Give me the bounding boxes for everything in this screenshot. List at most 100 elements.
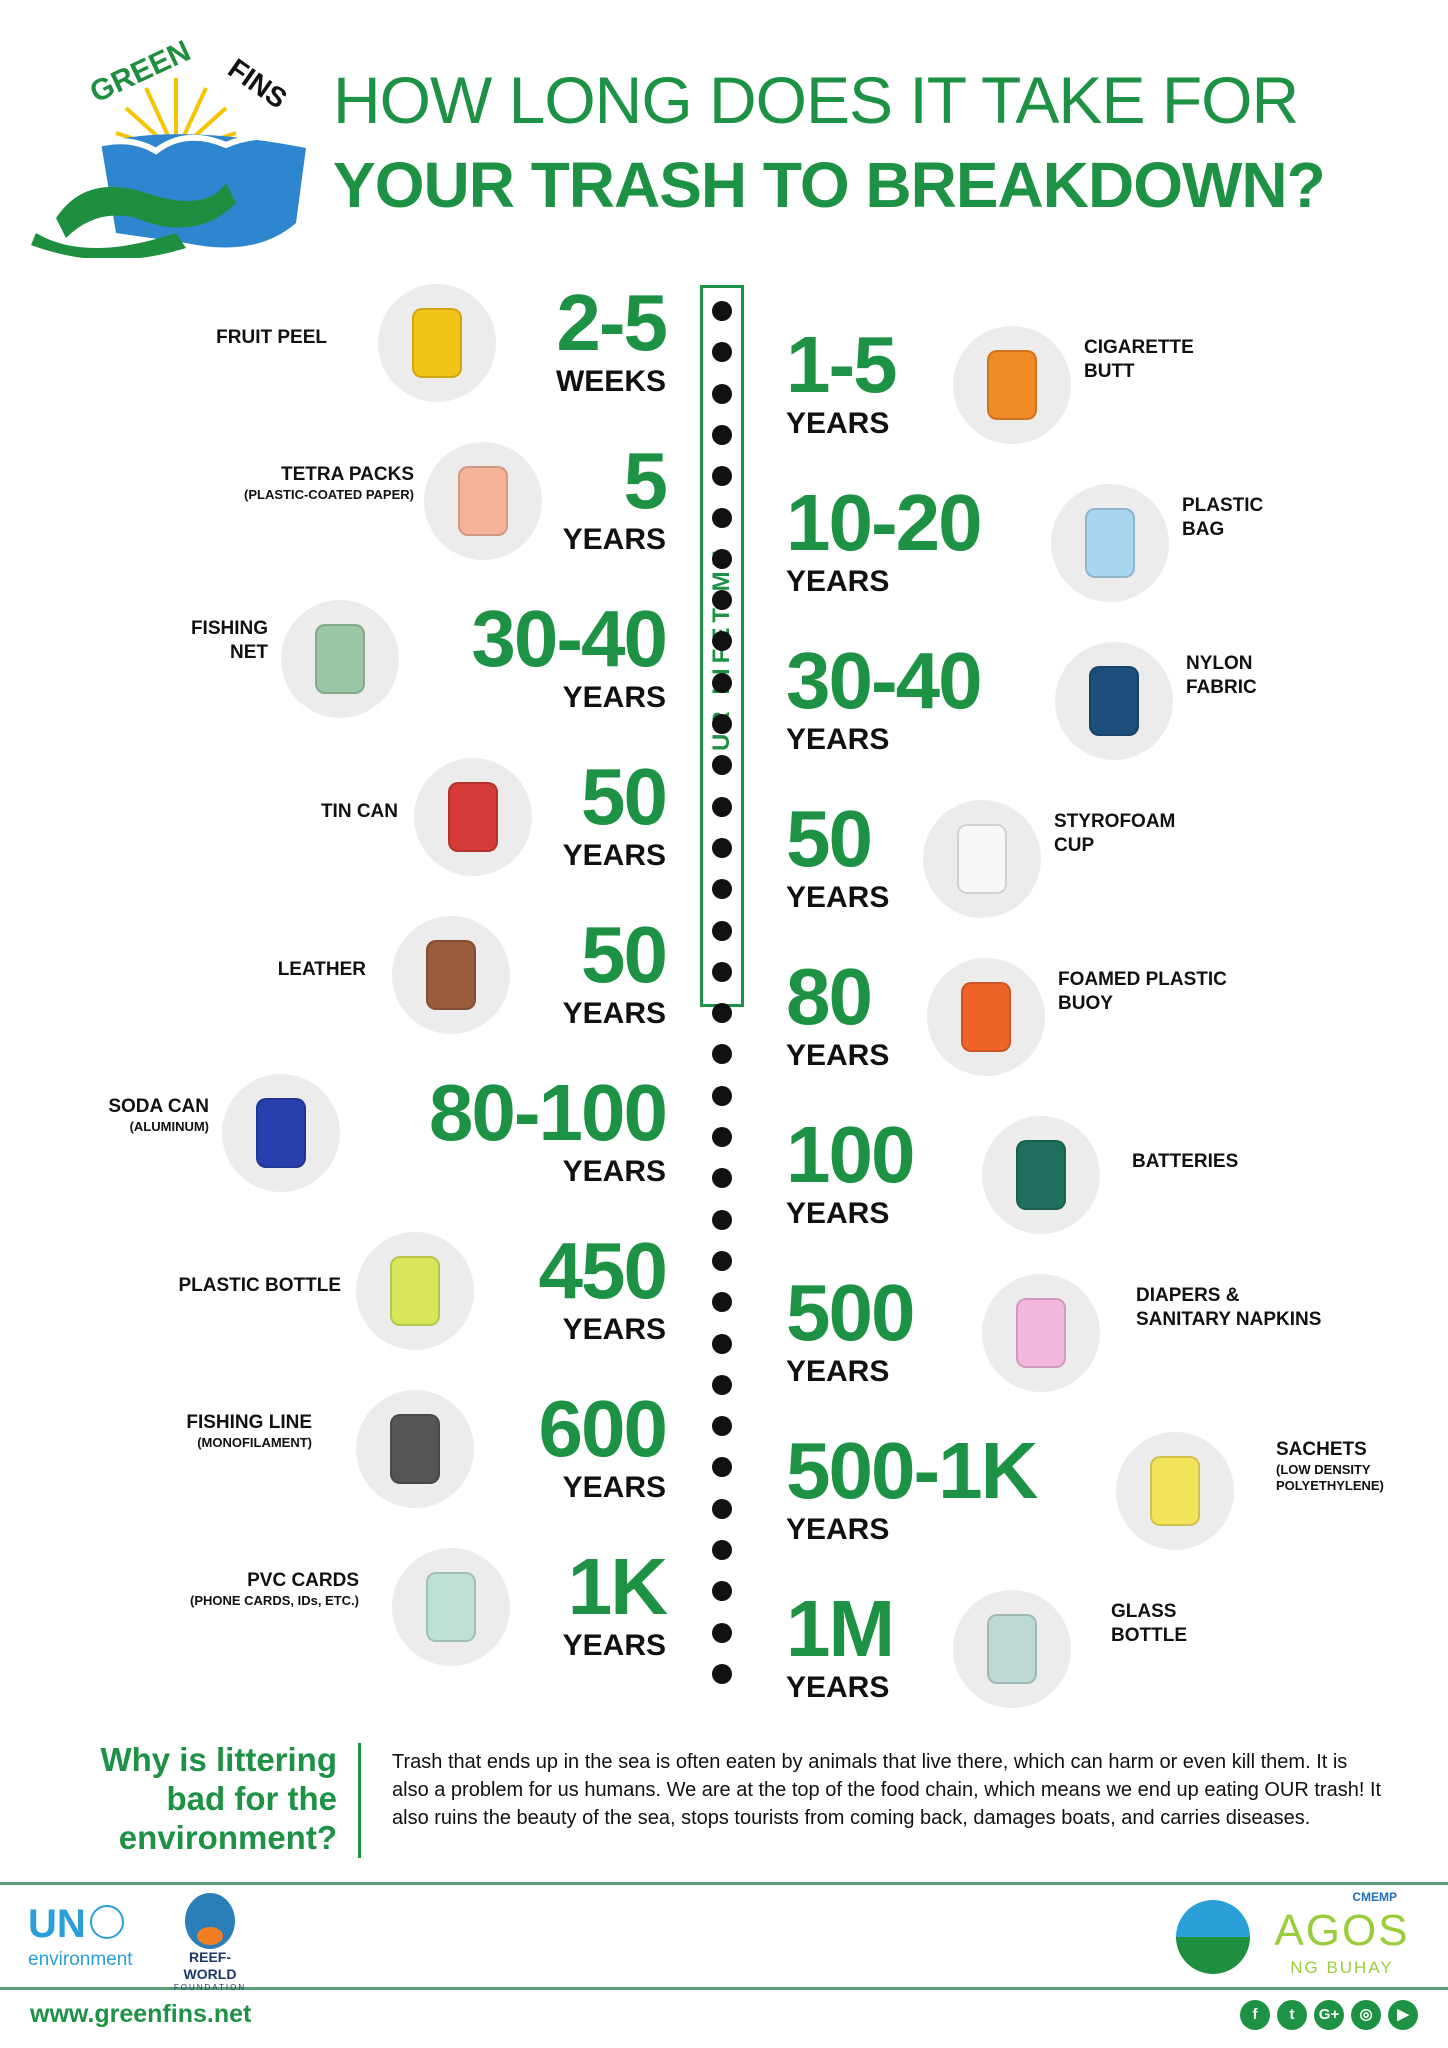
item-name: PLASTIC [1182, 495, 1264, 516]
milk-carton-icon [458, 466, 508, 536]
why-line-3: environment? [118, 1819, 337, 1856]
duration-unit: YEARS [786, 723, 890, 756]
item-note: (MONOFILAMENT) [197, 1435, 312, 1450]
cigarette-butt-icon [987, 350, 1037, 420]
un-environment-logo: UN environment [28, 1900, 133, 1972]
item-note: (ALUMINUM) [129, 1119, 209, 1134]
timeline-dot [712, 548, 732, 569]
timeline-dot [712, 1127, 732, 1147]
item-label: LEATHER [278, 958, 366, 982]
duration-unit: YEARS [562, 1471, 666, 1504]
rule-top [0, 1882, 1448, 1885]
cigarette-butt-circle [953, 326, 1071, 444]
item-name: FOAMED PLASTIC [1058, 969, 1227, 990]
item-name-2: CUP [1054, 835, 1095, 856]
twitter-icon[interactable]: t [1277, 2000, 1307, 2030]
reef-globe-icon [185, 1893, 235, 1949]
reef-world-sub: FOUNDATION [173, 1983, 247, 1992]
duration-unit: YEARS [786, 1671, 890, 1704]
item-name: PLASTIC BOTTLE [178, 1275, 341, 1296]
why-line-2: bad for the [166, 1780, 338, 1817]
duration-value: 1K [567, 1542, 668, 1631]
timeline-dot [712, 1333, 732, 1354]
timeline-dot [712, 507, 732, 528]
item-label: FOAMED PLASTIC BUOY [1058, 968, 1227, 1016]
title-line-2: YOUR TRASH TO BREAKDOWN? [333, 149, 1326, 221]
timeline-dot [712, 796, 732, 817]
fishing-net-circle [281, 600, 399, 718]
item-label: TIN CAN [321, 800, 398, 824]
item-note: (PLASTIC-COATED PAPER) [244, 487, 414, 502]
duration-value: 1M [786, 1584, 895, 1673]
plastic-bottle-circle [356, 1232, 474, 1350]
youtube-icon[interactable]: ▶ [1388, 2000, 1418, 2030]
item-name: GLASS [1111, 1601, 1177, 1622]
un-sub: environment [28, 1949, 133, 1970]
item-note: (PHONE CARDS, IDs, ETC.) [189, 1593, 359, 1608]
item-name: SODA CAN [108, 1096, 209, 1117]
item-label: BATTERIES [1132, 1150, 1238, 1174]
item-label: CIGARETTE BUTT [1084, 336, 1194, 384]
leather-shoe-circle [392, 916, 510, 1034]
item-name: FRUIT PEEL [216, 327, 327, 348]
duration-unit: YEARS [562, 839, 666, 872]
item-label: FRUIT PEEL [216, 326, 327, 350]
timeline-dot [712, 1457, 732, 1478]
duration: 50 YEARS [563, 910, 668, 1031]
duration: 50 YEARS [562, 752, 668, 873]
duration-value: 1-5 [786, 320, 898, 409]
item-label: SACHETS (LOW DENSITY POLYETHYLENE) [1276, 1438, 1384, 1494]
facebook-icon[interactable]: f [1240, 2000, 1270, 2030]
item-name: STYROFOAM [1054, 811, 1176, 832]
duration: 500 YEARS [786, 1271, 915, 1389]
leather-shoe-icon [426, 940, 476, 1010]
svg-text:GREEN: GREEN [85, 34, 196, 109]
duration-value: 50 [581, 910, 668, 999]
timeline-dot [712, 714, 732, 734]
item-label: STYROFOAM CUP [1054, 810, 1175, 858]
item-label: TETRA PACKS (PLASTIC-COATED PAPER) [244, 463, 414, 503]
duration: 450 YEARS [538, 1226, 668, 1347]
nylon-fabric-icon [1089, 666, 1139, 736]
item-label: SODA CAN (ALUMINUM) [108, 1095, 209, 1135]
timeline-dot [712, 672, 732, 693]
duration-value: 450 [538, 1226, 668, 1315]
timeline-dot [712, 1498, 732, 1519]
timeline-dot [712, 1416, 732, 1437]
agos-logo: CMEMP AGOS NG BUHAY [1262, 1890, 1422, 1978]
timeline-dot [712, 466, 732, 487]
website-link[interactable]: www.greenfins.net [30, 2000, 252, 2028]
item-name-2: BUOY [1058, 993, 1113, 1014]
duration-value: 30-40 [471, 594, 668, 683]
instagram-icon[interactable]: ◎ [1351, 2000, 1381, 2030]
duration: 80 YEARS [786, 955, 889, 1073]
timeline-dot [712, 837, 732, 858]
duration: 1-5 YEARS [786, 320, 898, 441]
timeline-dot [712, 590, 732, 611]
duration-value: 100 [786, 1110, 915, 1199]
timeline-dot [712, 920, 732, 941]
duration-unit: YEARS [786, 881, 890, 914]
nylon-fabric-circle [1055, 642, 1173, 760]
timeline-dot [712, 1003, 732, 1024]
why-line-1: Why is littering [100, 1741, 337, 1778]
duration-value: 80-100 [428, 1068, 668, 1157]
duration: 10-20 YEARS [786, 481, 983, 599]
google-plus-icon[interactable]: G+ [1314, 2000, 1344, 2030]
duration-unit: YEARS [562, 1629, 666, 1662]
duration: 30-40 YEARS [471, 594, 668, 715]
duration-value: 50 [581, 752, 668, 841]
duration: 5 YEARS [563, 439, 668, 557]
plastic-bottle-icon [390, 1256, 440, 1326]
item-name: NYLON [1186, 653, 1253, 674]
timeline-dot [712, 631, 732, 652]
tin-can-icon [448, 782, 498, 852]
item-label: GLASS BOTTLE [1111, 1600, 1187, 1648]
buoy-circle [927, 958, 1045, 1076]
diaper-circle [982, 1274, 1100, 1392]
item-name: TETRA PACKS [281, 464, 414, 485]
milk-carton-circle [424, 442, 542, 560]
plastic-bag-icon [1085, 508, 1135, 578]
duration: 1K YEARS [562, 1542, 668, 1663]
buoy-icon [961, 982, 1011, 1052]
